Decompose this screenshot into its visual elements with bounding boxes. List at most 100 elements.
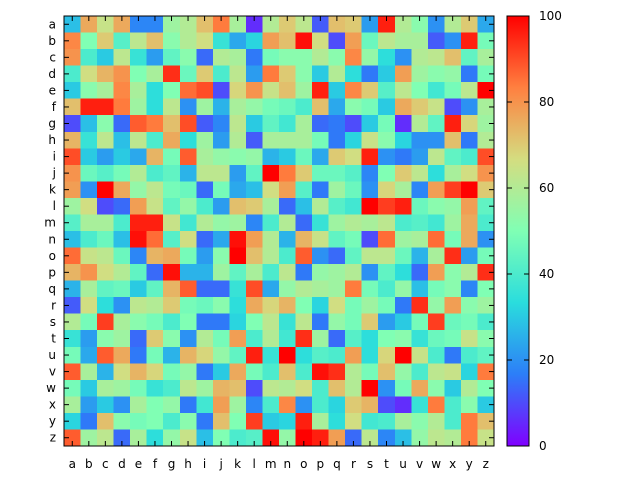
heatmap-cell bbox=[130, 131, 148, 149]
heatmap-cell bbox=[378, 131, 396, 149]
heatmap-cell bbox=[444, 297, 462, 315]
heatmap-cell bbox=[179, 280, 197, 298]
heatmap-cell bbox=[328, 231, 346, 248]
heatmap-cell bbox=[229, 197, 247, 215]
heatmap-cell bbox=[361, 16, 379, 33]
heatmap-cell bbox=[460, 131, 478, 149]
heatmap-cell bbox=[361, 247, 379, 265]
heatmap-cell bbox=[196, 280, 214, 298]
heatmap-cell bbox=[113, 346, 131, 364]
heatmap-cell bbox=[361, 148, 379, 166]
heatmap-cell bbox=[64, 181, 81, 199]
heatmap-cell bbox=[444, 148, 462, 166]
heatmap-cell bbox=[477, 131, 495, 149]
heatmap-cell bbox=[361, 297, 379, 315]
heatmap-cell bbox=[130, 264, 148, 282]
heatmap-cell bbox=[80, 214, 98, 232]
heatmap-cell bbox=[146, 330, 164, 348]
heatmap-cell bbox=[64, 82, 81, 100]
heatmap-cell bbox=[163, 346, 181, 364]
heatmap-cell bbox=[427, 131, 445, 149]
heatmap-cell bbox=[130, 164, 148, 182]
y-tick-label: i bbox=[53, 150, 56, 164]
heatmap-cell bbox=[460, 214, 478, 232]
heatmap-cell bbox=[427, 82, 445, 100]
heatmap-cell bbox=[427, 214, 445, 232]
heatmap-cell bbox=[279, 412, 296, 430]
heatmap-cell bbox=[361, 363, 379, 381]
heatmap-cell bbox=[262, 379, 280, 397]
heatmap-cell bbox=[279, 214, 296, 232]
heatmap-cell bbox=[361, 98, 379, 116]
heatmap-cell bbox=[245, 379, 263, 397]
heatmap-cell bbox=[378, 148, 396, 166]
heatmap-cell bbox=[477, 82, 495, 100]
heatmap-cell bbox=[378, 280, 396, 298]
heatmap-cell bbox=[477, 197, 495, 215]
heatmap-cell bbox=[97, 65, 115, 83]
heatmap-cell bbox=[163, 297, 181, 315]
heatmap-cell bbox=[279, 115, 296, 133]
heatmap-cell bbox=[345, 32, 363, 50]
heatmap-cell bbox=[345, 148, 363, 166]
heatmap-cell bbox=[64, 148, 81, 166]
heatmap-cell bbox=[262, 16, 280, 33]
heatmap-cell bbox=[229, 49, 247, 67]
heatmap-cell bbox=[146, 429, 164, 447]
heatmap-cell bbox=[146, 297, 164, 315]
heatmap-cell bbox=[312, 429, 330, 447]
heatmap-cell bbox=[345, 346, 363, 364]
heatmap-cell bbox=[262, 247, 280, 265]
heatmap-cell bbox=[378, 32, 396, 50]
heatmap-cell bbox=[245, 148, 263, 166]
heatmap-cell bbox=[262, 98, 280, 116]
heatmap-cell bbox=[245, 164, 263, 182]
heatmap-cell bbox=[229, 131, 247, 149]
heatmap-cell bbox=[146, 280, 164, 298]
colorbar-tick-label: 0 bbox=[539, 439, 547, 453]
heatmap-cell bbox=[212, 297, 230, 315]
heatmap-cell bbox=[262, 164, 280, 182]
heatmap-cell bbox=[312, 16, 330, 33]
heatmap-cell bbox=[279, 379, 296, 397]
heatmap-cell bbox=[427, 313, 445, 331]
heatmap-cell bbox=[460, 429, 478, 447]
heatmap-cell bbox=[113, 181, 131, 199]
heatmap-cell bbox=[212, 231, 230, 248]
heatmap-cell bbox=[64, 346, 81, 364]
heatmap-cell bbox=[245, 181, 263, 199]
heatmap-cell bbox=[130, 197, 148, 215]
heatmap-cell bbox=[97, 429, 115, 447]
heatmap-cell bbox=[295, 115, 313, 133]
x-tick-label: t bbox=[384, 457, 389, 471]
heatmap-cell bbox=[130, 396, 148, 414]
heatmap-cell bbox=[262, 148, 280, 166]
heatmap-cell bbox=[477, 181, 495, 199]
heatmap-cell bbox=[361, 214, 379, 232]
heatmap-cell bbox=[80, 247, 98, 265]
heatmap-cell bbox=[427, 197, 445, 215]
heatmap-cell bbox=[245, 264, 263, 282]
heatmap-cell bbox=[196, 82, 214, 100]
heatmap-cell bbox=[113, 32, 131, 50]
heatmap-cell bbox=[113, 264, 131, 282]
heatmap-cell bbox=[229, 429, 247, 447]
heatmap-cell bbox=[64, 280, 81, 298]
heatmap-cell bbox=[279, 32, 296, 50]
heatmap-cell bbox=[64, 247, 81, 265]
x-tick-label: d bbox=[118, 457, 126, 471]
heatmap-cell bbox=[378, 363, 396, 381]
heatmap-cell bbox=[411, 231, 429, 248]
heatmap-cell bbox=[328, 379, 346, 397]
heatmap-cell bbox=[97, 49, 115, 67]
heatmap-cell bbox=[460, 379, 478, 397]
heatmap-cell bbox=[345, 82, 363, 100]
heatmap-cell bbox=[212, 164, 230, 182]
x-tick-label: n bbox=[283, 457, 291, 471]
heatmap-cell bbox=[262, 181, 280, 199]
heatmap-cell bbox=[163, 82, 181, 100]
heatmap-cell bbox=[163, 231, 181, 248]
heatmap-cell bbox=[80, 16, 98, 33]
heatmap-cell bbox=[444, 346, 462, 364]
heatmap-cell bbox=[328, 164, 346, 182]
